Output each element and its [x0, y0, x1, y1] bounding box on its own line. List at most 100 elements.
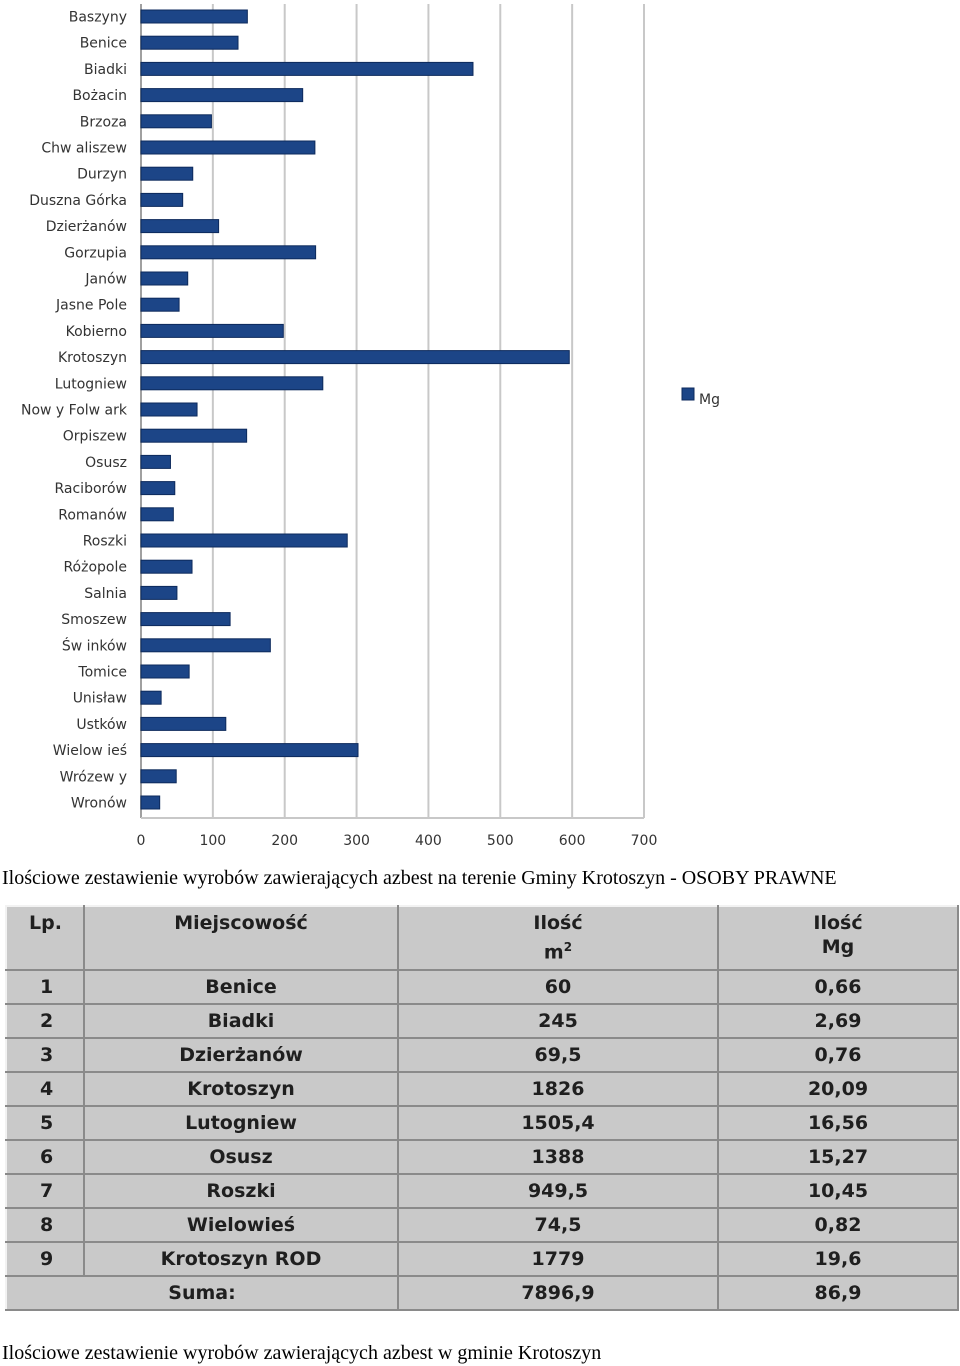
category-label: Lutogniew: [55, 376, 127, 392]
bar: [140, 559, 193, 574]
cell-place: Biadki: [83, 1003, 399, 1039]
category-label: Tomice: [77, 665, 127, 681]
bar: [140, 350, 570, 365]
header-lp: Lp.: [5, 905, 85, 971]
bar: [140, 192, 184, 207]
bar: [140, 323, 284, 338]
header-m2-sup: 2: [563, 940, 573, 954]
legend-label-mg: Mg: [699, 392, 720, 408]
cell-mg: 2,69: [717, 1003, 959, 1039]
header-m2-line1: Ilość: [533, 912, 583, 934]
cell-mg: 0,76: [717, 1037, 959, 1073]
category-label: Różopole: [63, 560, 127, 576]
category-label: Ustków: [76, 717, 127, 733]
category-label: Baszyny: [69, 10, 127, 26]
header-mg-line1: Ilość: [813, 912, 863, 934]
category-label: Janów: [84, 272, 127, 288]
category-label: Orpiszew: [63, 429, 127, 445]
cell-place: Krotoszyn ROD: [83, 1241, 399, 1277]
legend-swatch: [681, 387, 695, 401]
bar: [140, 219, 220, 234]
bar: [140, 507, 174, 522]
category-label: Benice: [80, 36, 127, 52]
cell-lp: 4: [5, 1071, 85, 1107]
category-label: Dzierżanów: [46, 219, 127, 235]
category-label: Osusz: [85, 455, 127, 471]
cell-m2: 74,5: [397, 1207, 719, 1243]
header-place: Miejscowość: [83, 905, 399, 971]
cell-m2: 1505,4: [397, 1105, 719, 1141]
category-label: Wielow ieś: [53, 743, 127, 759]
table-sum-row: Suma: 7896,9 86,9: [5, 1275, 959, 1311]
cell-lp: 9: [5, 1241, 85, 1277]
category-label: Durzyn: [77, 167, 127, 183]
cell-lp: 5: [5, 1105, 85, 1141]
table-caption: Ilościowe zestawienie wyrobów zawierając…: [2, 1342, 602, 1364]
chart-gridlines: [140, 4, 645, 819]
category-label: Roszki: [83, 534, 127, 550]
header-m2-line2: m: [543, 941, 564, 964]
x-tick-label: 100: [199, 833, 226, 849]
asbestos-table: Lp. Miejscowość Ilość m2 Ilość Mg 1 Benic…: [5, 905, 959, 1311]
chart-legend: Mg: [681, 387, 720, 408]
table-row: 3 Dzierżanów 69,5 0,76: [5, 1037, 959, 1073]
table-body: 1 Benice 60 0,66 2 Biadki 245 2,69 3 Dzierżanów 69…: [5, 969, 959, 1277]
bar: [140, 743, 359, 758]
cell-m2: 245: [397, 1003, 719, 1039]
cell-place: Osusz: [83, 1139, 399, 1175]
header-mg-line2: Mg: [821, 936, 855, 958]
table-row: 6 Osusz 1388 15,27: [5, 1139, 959, 1175]
bar: [140, 35, 239, 50]
bar: [140, 88, 304, 103]
category-label: Now y Folw ark: [21, 403, 128, 419]
category-label: Duszna Górka: [29, 193, 127, 209]
category-label: Wrózew y: [60, 769, 127, 785]
sum-mg: 86,9: [717, 1275, 959, 1311]
category-label: Krotoszyn: [58, 350, 127, 366]
bar: [140, 114, 212, 129]
bar: [140, 61, 474, 76]
x-axis-tick-labels: 0 100 200 300 400 500 600 700: [137, 833, 658, 849]
x-tick-label: 200: [271, 833, 298, 849]
cell-place: Dzierżanów: [83, 1037, 399, 1073]
table-header-row: Lp. Miejscowość Ilość m2 Ilość Mg: [5, 905, 959, 971]
bar: [140, 664, 190, 679]
bar: [140, 245, 317, 260]
bar: [140, 271, 189, 286]
x-tick-label: 400: [415, 833, 442, 849]
cell-mg: 0,82: [717, 1207, 959, 1243]
cell-mg: 0,66: [717, 969, 959, 1005]
category-label: Biadki: [84, 62, 127, 78]
bar: [140, 376, 324, 391]
x-tick-label: 700: [631, 833, 658, 849]
category-label: Jasne Pole: [55, 298, 127, 314]
bar: [140, 402, 198, 417]
cell-lp: 1: [5, 969, 85, 1005]
bar: [140, 454, 171, 469]
cell-lp: 7: [5, 1173, 85, 1209]
cell-m2: 1388: [397, 1139, 719, 1175]
cell-place: Lutogniew: [83, 1105, 399, 1141]
category-label: Brzoza: [80, 114, 127, 130]
table-row: 4 Krotoszyn 1826 20,09: [5, 1071, 959, 1107]
table-row: 2 Biadki 245 2,69: [5, 1003, 959, 1039]
bar: [140, 585, 178, 600]
cell-m2: 1779: [397, 1241, 719, 1277]
sum-label: Suma:: [5, 1275, 399, 1311]
category-label: Raciborów: [54, 481, 127, 497]
bar: [140, 297, 180, 312]
cell-m2: 60: [397, 969, 719, 1005]
cell-m2: 69,5: [397, 1037, 719, 1073]
bar: [140, 638, 271, 653]
cell-place: Wielowieś: [83, 1207, 399, 1243]
cell-lp: 6: [5, 1139, 85, 1175]
cell-mg: 19,6: [717, 1241, 959, 1277]
cell-place: Roszki: [83, 1173, 399, 1209]
header-amount-m2: Ilość m2: [397, 905, 719, 971]
cell-lp: 8: [5, 1207, 85, 1243]
cell-place: Benice: [83, 969, 399, 1005]
category-labels: Baszyny Benice Biadki Bożacin Brzoza Chw alis…: [21, 10, 128, 812]
chart-caption: Ilościowe zestawienie wyrobów zawierając…: [2, 867, 837, 889]
table-row: 5 Lutogniew 1505,4 16,56: [5, 1105, 959, 1141]
table-row: 7 Roszki 949,5 10,45: [5, 1173, 959, 1209]
